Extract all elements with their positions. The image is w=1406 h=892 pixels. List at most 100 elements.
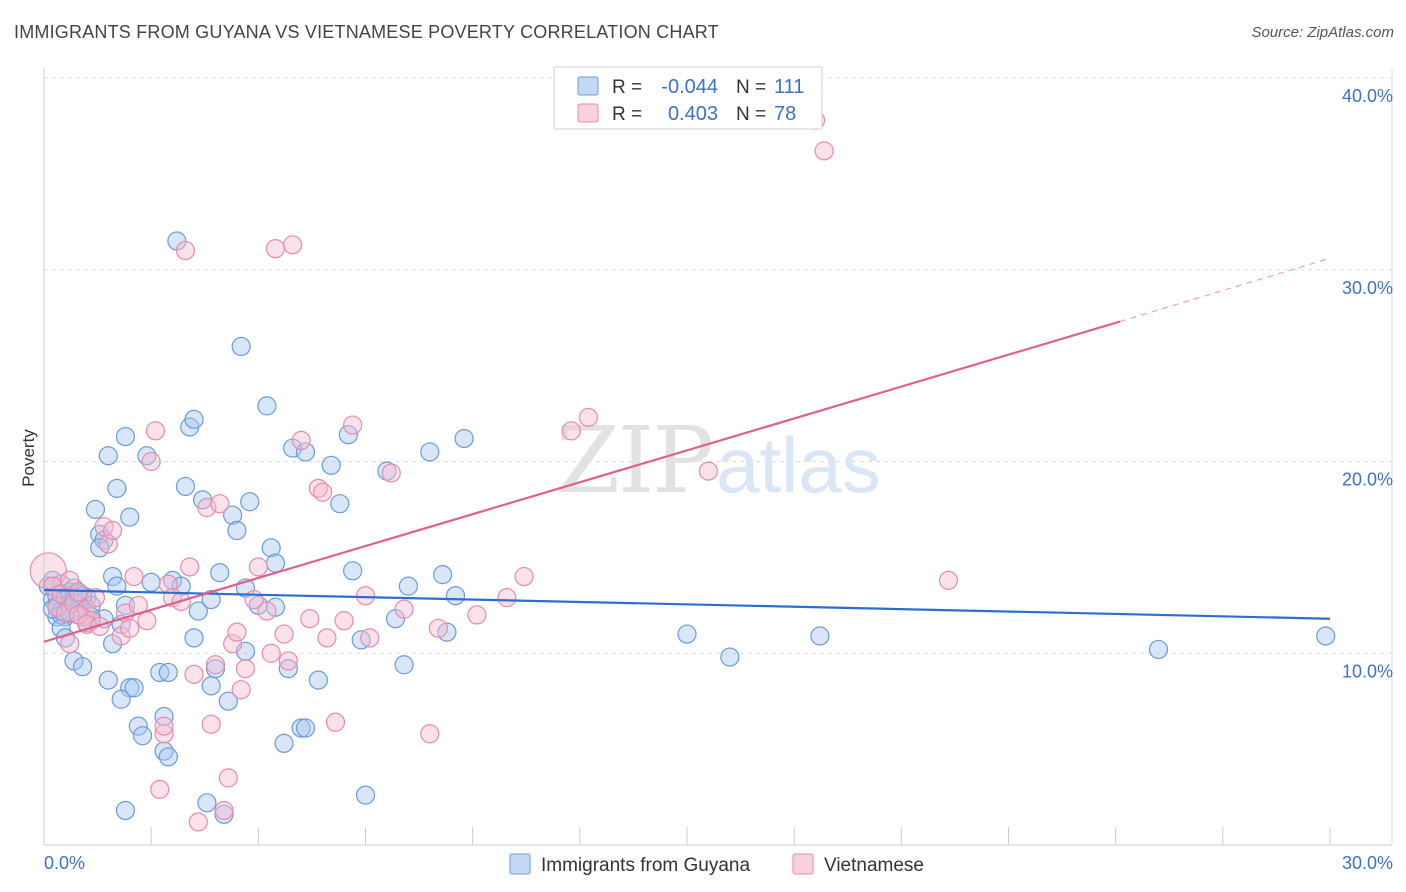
data-point-vietnamese: [343, 415, 363, 435]
data-point-vietnamese: [201, 714, 221, 734]
data-point-vietnamese: [355, 586, 376, 606]
legend-r-value: 0.403: [668, 103, 718, 125]
legend-n-value: 78: [774, 103, 796, 125]
trend-lines: [43, 257, 1331, 643]
legend-n-label: N =: [736, 77, 766, 98]
data-point-guyana: [132, 726, 153, 746]
data-point-vietnamese: [428, 618, 448, 638]
data-point-vietnamese: [145, 421, 166, 441]
data-point-vietnamese: [467, 605, 487, 625]
legend-n-value: 111: [774, 76, 804, 98]
x-tick-label-min: 0.0%: [44, 853, 85, 873]
data-point-vietnamese: [184, 664, 204, 684]
y-tick-label: 20.0%: [1342, 470, 1393, 490]
legend-r-label: R =: [612, 77, 642, 98]
data-point-guyana: [677, 624, 697, 644]
data-point-guyana: [445, 586, 466, 606]
data-point-guyana: [295, 718, 316, 738]
y-tick-label: 10.0%: [1342, 661, 1393, 681]
data-point-guyana: [338, 425, 358, 445]
data-point-vietnamese: [154, 724, 174, 744]
data-point-vietnamese: [814, 141, 834, 161]
data-point-vietnamese: [120, 618, 140, 638]
data-point-vietnamese: [381, 463, 401, 483]
data-point-guyana: [218, 691, 238, 711]
data-point-vietnamese: [205, 655, 226, 675]
data-point-guyana: [720, 647, 740, 667]
data-point-vietnamese: [261, 643, 281, 663]
data-point-vietnamese: [227, 622, 247, 642]
data-point-vietnamese: [313, 482, 333, 502]
data-point-guyana: [115, 426, 136, 447]
data-point-vietnamese: [274, 624, 294, 644]
data-point-vietnamese: [102, 520, 123, 541]
data-point-guyana: [330, 494, 350, 514]
data-point-vietnamese: [124, 566, 144, 587]
data-point-guyana: [810, 626, 830, 646]
data-point-guyana: [274, 733, 294, 753]
data-point-guyana: [115, 800, 136, 821]
data-point-vietnamese: [154, 716, 174, 736]
trend-line-vietnamese: [43, 320, 1121, 643]
data-point-vietnamese: [325, 712, 346, 732]
data-point-vietnamese: [300, 609, 320, 629]
bottom-legend-label-vietnamese: Vietnamese: [824, 855, 924, 876]
data-point-vietnamese: [698, 461, 719, 481]
data-point-guyana: [355, 785, 376, 805]
data-point-vietnamese: [265, 239, 286, 259]
y-axis-label: Poverty: [19, 429, 38, 487]
data-point-guyana: [128, 716, 148, 736]
data-point-vietnamese: [394, 599, 414, 619]
y-tick-label: 40.0%: [1342, 86, 1393, 106]
bottom-legend-label-guyana: Immigrants from Guyana: [541, 855, 750, 876]
trend-line-vietnamese-extrapolated: [1119, 257, 1331, 323]
data-point-guyana: [120, 507, 140, 527]
bottom-legend-swatch-vietnamese: [792, 853, 814, 875]
data-point-guyana: [420, 442, 440, 462]
data-point-guyana: [265, 553, 286, 573]
y-tick-label: 30.0%: [1342, 278, 1393, 298]
data-point-vietnamese: [175, 240, 196, 261]
data-point-guyana: [98, 670, 118, 690]
source-label: Source: ZipAtlas.com: [1251, 24, 1394, 41]
series-guyana-points: [38, 231, 1336, 824]
data-point-guyana: [210, 563, 230, 583]
data-point-vietnamese: [60, 634, 80, 654]
data-point-vietnamese: [257, 601, 277, 621]
data-point-vietnamese: [29, 552, 67, 590]
data-point-guyana: [261, 538, 281, 558]
data-point-guyana: [175, 476, 196, 497]
data-point-vietnamese: [223, 634, 243, 654]
data-point-guyana: [141, 572, 161, 592]
data-point-vietnamese: [197, 497, 217, 518]
data-point-vietnamese: [218, 768, 238, 788]
chart-title: IMMIGRANTS FROM GUYANA VS VIETNAMESE POV…: [14, 22, 719, 42]
x-tick-label-max: 30.0%: [1342, 853, 1393, 873]
axes: 10.0% 20.0% 30.0% 40.0% 0.0% 30.0% Poverty: [19, 68, 1393, 873]
data-point-guyana: [433, 565, 453, 585]
data-point-guyana: [98, 446, 118, 466]
data-point-guyana: [321, 455, 341, 475]
data-point-guyana: [278, 658, 298, 679]
legend-box: [553, 66, 823, 130]
data-point-guyana: [240, 492, 260, 512]
data-point-vietnamese: [360, 628, 380, 648]
data-point-vietnamese: [497, 588, 517, 608]
data-point-guyana: [184, 628, 204, 648]
series-vietnamese-points: [29, 110, 959, 832]
data-point-guyana: [107, 478, 127, 498]
data-point-guyana: [343, 561, 363, 581]
data-point-vietnamese: [578, 407, 599, 427]
data-point-guyana: [1316, 626, 1336, 646]
data-point-guyana: [124, 678, 144, 698]
data-point-vietnamese: [137, 611, 157, 631]
data-point-guyana: [227, 520, 247, 541]
data-point-vietnamese: [90, 616, 110, 637]
data-point-vietnamese: [180, 557, 200, 577]
data-point-vietnamese: [188, 812, 208, 832]
data-point-guyana: [231, 336, 251, 357]
watermark-zip: ZIP: [556, 407, 712, 514]
data-point-vietnamese: [150, 779, 170, 799]
data-point-vietnamese: [210, 494, 230, 514]
